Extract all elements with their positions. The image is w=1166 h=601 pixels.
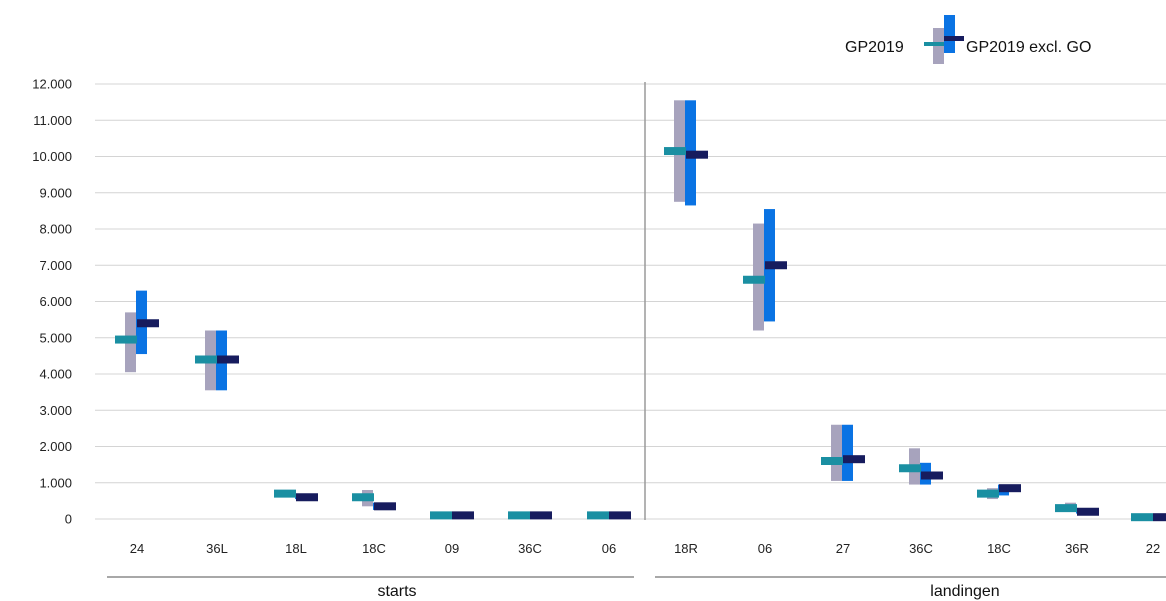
y-tick-label: 1.000 (39, 475, 72, 490)
legend-swatch-marker-gp2019 (924, 42, 944, 46)
legend-swatch-range-gp2019-excl-go (944, 15, 955, 53)
x-tick-label: 18C (987, 541, 1011, 556)
x-tick-label: 18C (362, 541, 386, 556)
x-tick-label: 09 (445, 541, 459, 556)
mid-marker-gp2019 (587, 511, 609, 520)
y-tick-label: 5.000 (39, 330, 72, 345)
mid-marker-gp2019 (508, 511, 530, 520)
group-axis: starts landingen (107, 576, 1166, 600)
mid-marker-gp2019-excl-go (217, 355, 239, 364)
x-tick-label: 36R (1065, 541, 1089, 556)
x-tick-label: 36C (518, 541, 542, 556)
mid-marker-gp2019-excl-go (296, 493, 318, 502)
group-label: starts (377, 583, 416, 600)
range-bar-gp2019 (831, 424, 842, 481)
x-tick-label: 36L (206, 541, 228, 556)
x-tick-label: 06 (758, 541, 772, 556)
mid-marker-gp2019 (899, 464, 921, 473)
mid-marker-gp2019-excl-go (1077, 507, 1099, 516)
mid-marker-gp2019-excl-go (137, 319, 159, 328)
mid-marker-gp2019 (664, 147, 686, 156)
y-tick-label: 2.000 (39, 439, 72, 454)
mid-marker-gp2019-excl-go (686, 150, 708, 159)
range-bar-gp2019-excl-go (842, 424, 853, 481)
x-tick-label: 18L (285, 541, 307, 556)
mid-marker-gp2019 (115, 335, 137, 344)
x-tick-label: 22 (1146, 541, 1160, 556)
chart-marks (115, 100, 1166, 522)
legend-label-gp2019: GP2019 (845, 39, 904, 56)
mid-marker-gp2019-excl-go (609, 511, 631, 520)
grid-lines (95, 83, 1166, 520)
x-tick-label: 24 (130, 541, 144, 556)
mid-marker-gp2019 (195, 355, 217, 364)
y-tick-label: 4.000 (39, 367, 72, 382)
y-tick-label: 7.000 (39, 258, 72, 273)
y-tick-label: 11.000 (33, 113, 72, 128)
y-axis: 0 1.000 2.000 3.000 4.000 5.000 6.000 7.000 8.00… (32, 77, 72, 527)
x-axis: 24 36L 18L 18C 09 36C 06 18R 06 27 36C 18C 36R 22 (130, 541, 1160, 556)
mid-marker-gp2019 (1131, 513, 1153, 522)
mid-marker-gp2019 (430, 511, 452, 520)
legend-label-gp2019-excl-go: GP2019 excl. GO (966, 39, 1091, 56)
mid-marker-gp2019 (977, 489, 999, 498)
group-label: landingen (930, 583, 999, 600)
y-tick-label: 10.000 (32, 149, 72, 164)
mid-marker-gp2019-excl-go (999, 484, 1021, 493)
mid-marker-gp2019-excl-go (374, 502, 396, 511)
mid-marker-gp2019 (1055, 504, 1077, 513)
x-tick-label: 06 (602, 541, 616, 556)
mid-marker-gp2019-excl-go (1153, 513, 1166, 522)
y-tick-label: 8.000 (39, 222, 72, 237)
mid-marker-gp2019-excl-go (765, 261, 787, 270)
mid-marker-gp2019 (274, 489, 296, 498)
y-tick-label: 9.000 (39, 185, 72, 200)
y-tick-label: 6.000 (39, 294, 72, 309)
legend-swatch-marker-gp2019-excl-go (944, 36, 964, 41)
legend: GP2019 GP2019 excl. GO (845, 15, 1091, 64)
mid-marker-gp2019-excl-go (530, 511, 552, 520)
y-tick-label: 3.000 (39, 403, 72, 418)
x-tick-label: 27 (836, 541, 850, 556)
mid-marker-gp2019-excl-go (843, 455, 865, 464)
y-tick-label: 0 (65, 512, 72, 527)
mid-marker-gp2019 (743, 275, 765, 284)
mid-marker-gp2019 (352, 493, 374, 502)
y-tick-label: 12.000 (32, 77, 72, 92)
x-tick-label: 36C (909, 541, 933, 556)
x-tick-label: 18R (674, 541, 698, 556)
mid-marker-gp2019-excl-go (921, 471, 943, 480)
mid-marker-gp2019-excl-go (452, 511, 474, 520)
mid-marker-gp2019 (821, 457, 843, 465)
